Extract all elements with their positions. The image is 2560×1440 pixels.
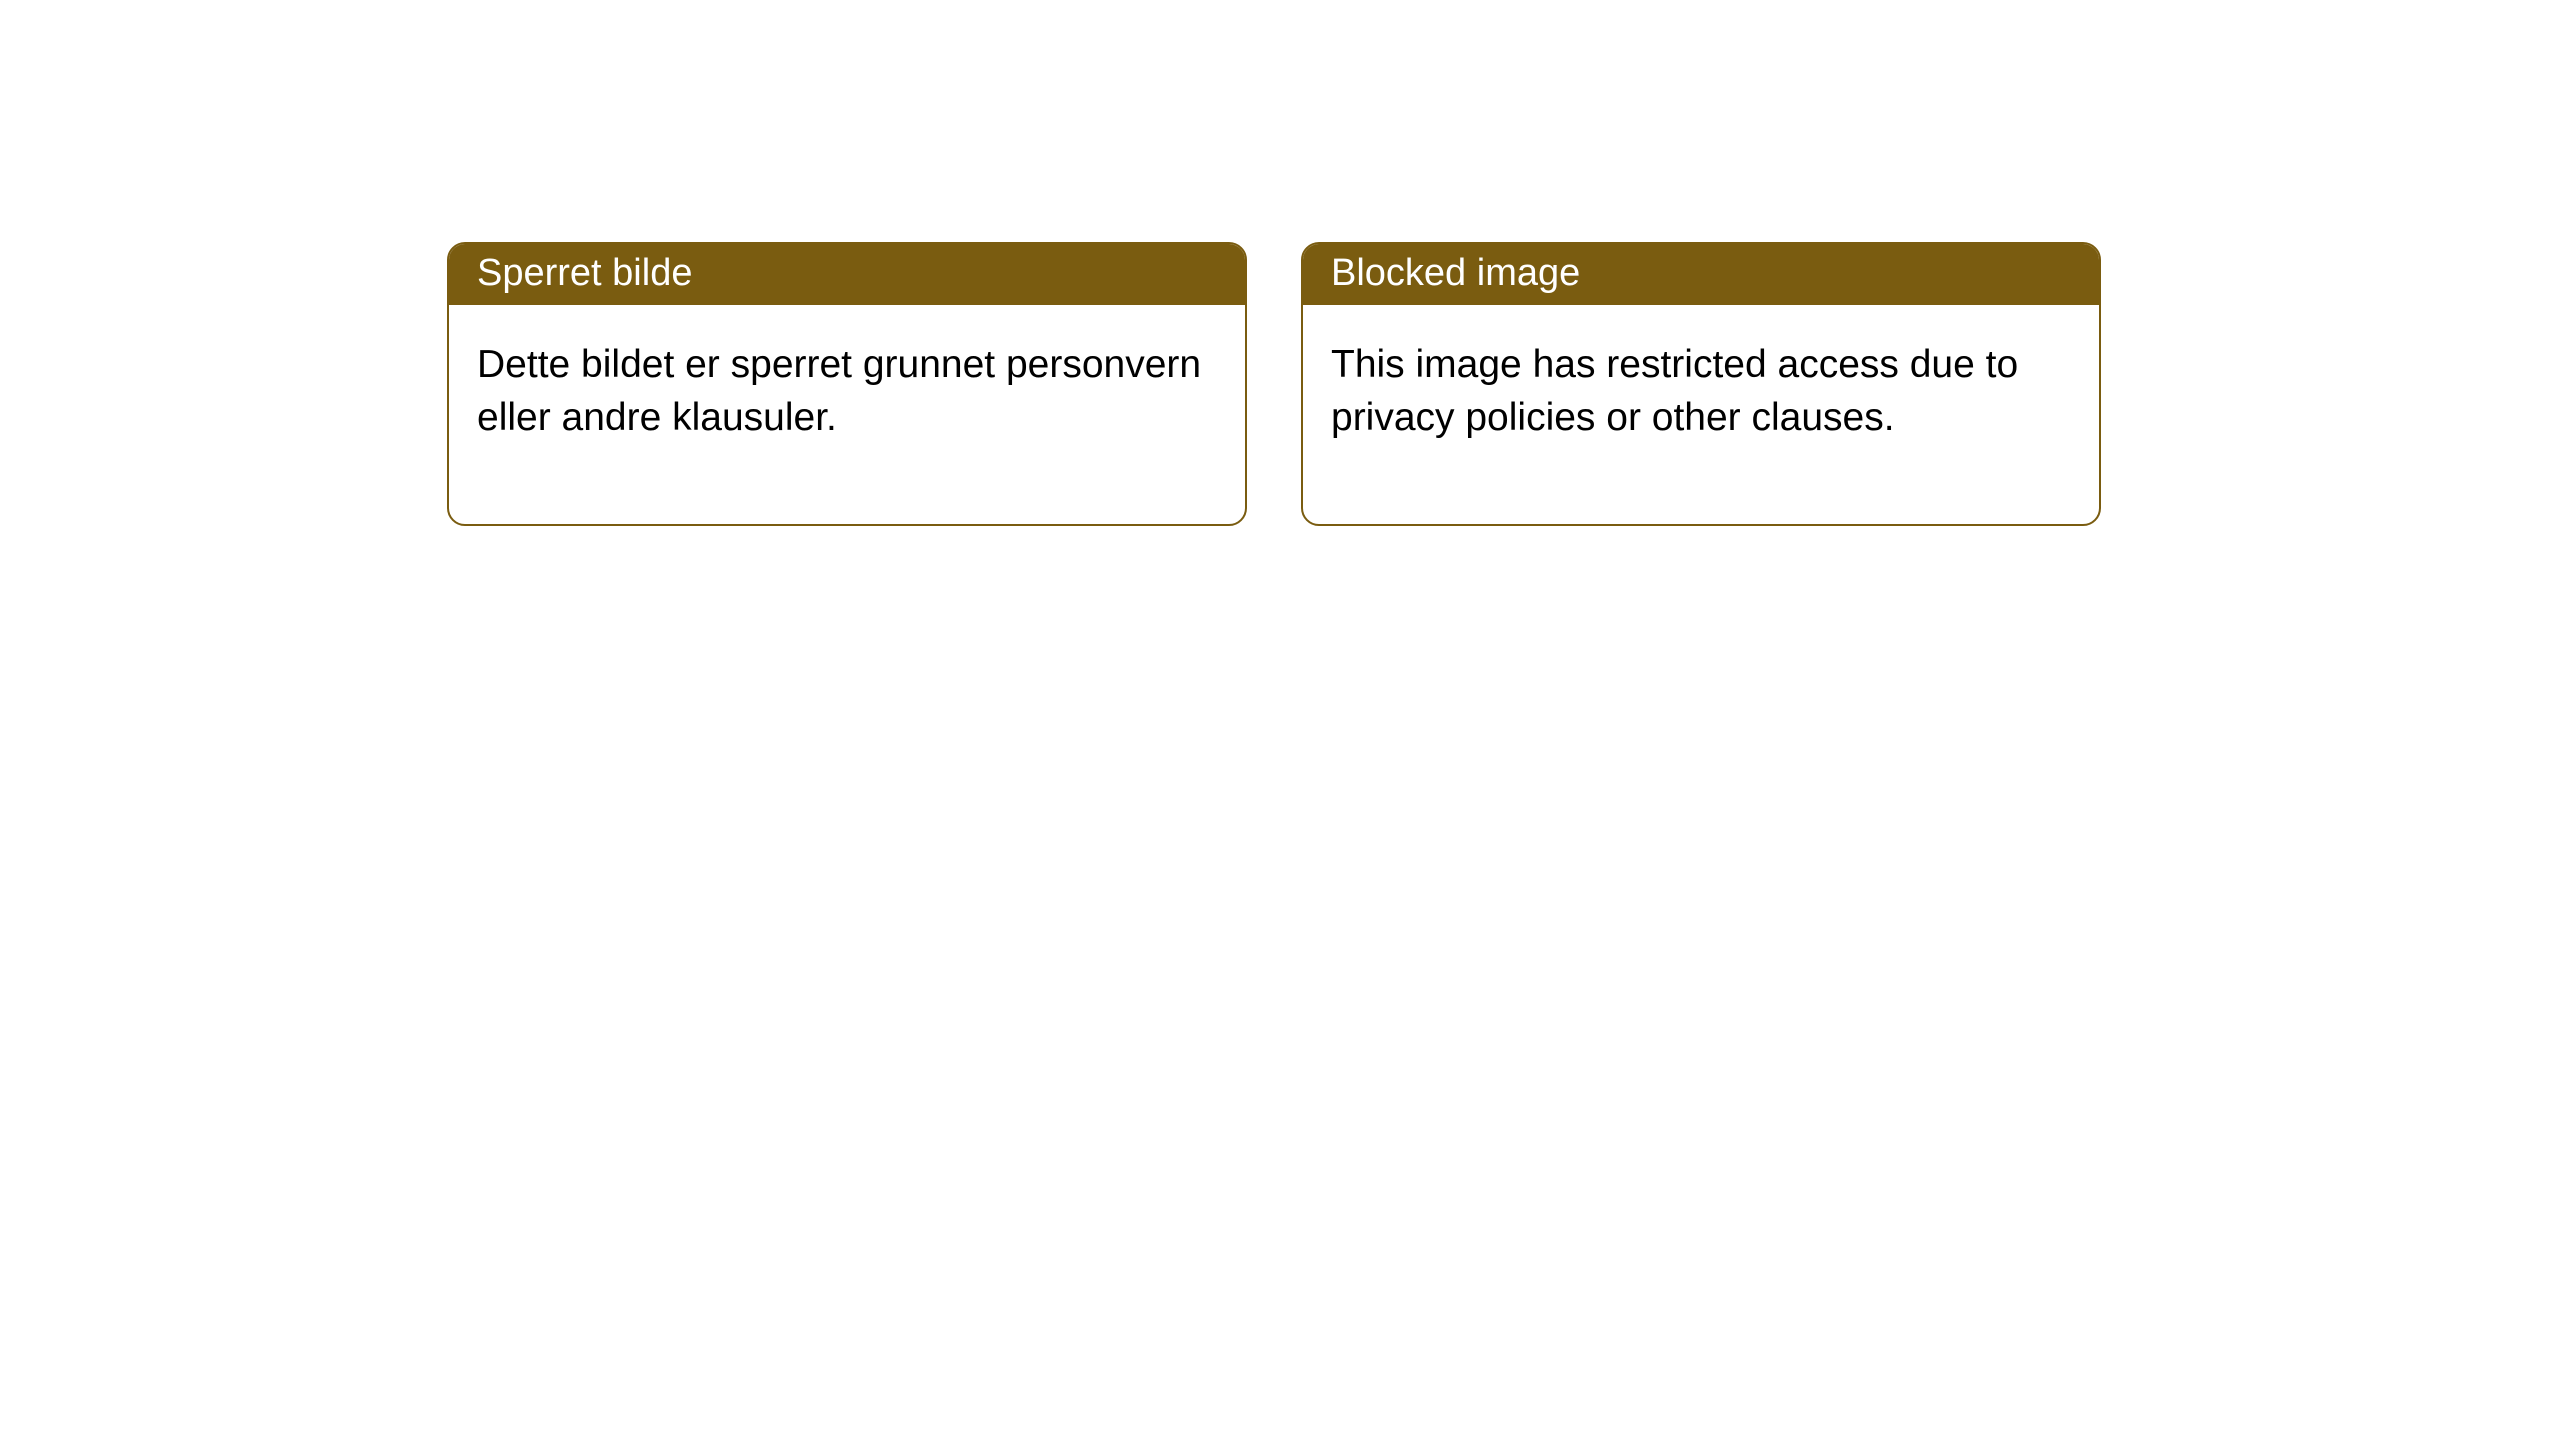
notice-card-english: Blocked image This image has restricted … xyxy=(1301,242,2101,526)
card-body: This image has restricted access due to … xyxy=(1303,305,2099,524)
card-header: Sperret bilde xyxy=(449,244,1245,305)
notice-container: Sperret bilde Dette bildet er sperret gr… xyxy=(0,0,2560,526)
card-header: Blocked image xyxy=(1303,244,2099,305)
card-body: Dette bildet er sperret grunnet personve… xyxy=(449,305,1245,524)
notice-card-norwegian: Sperret bilde Dette bildet er sperret gr… xyxy=(447,242,1247,526)
